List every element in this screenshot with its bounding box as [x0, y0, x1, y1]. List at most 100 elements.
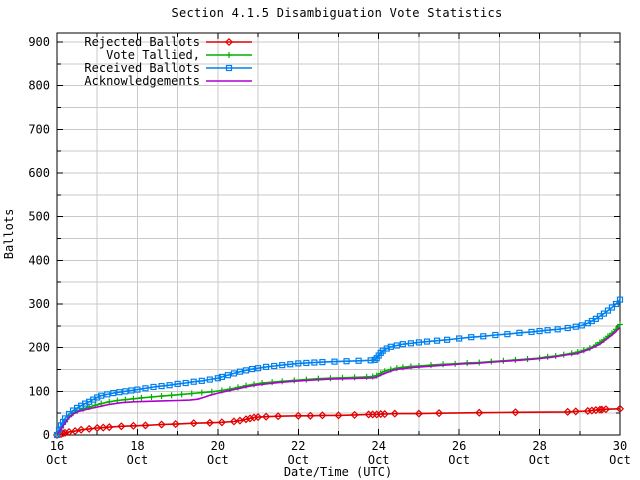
- axes: 16Oct18Oct20Oct22Oct24Oct26Oct28Oct30Oct…: [28, 32, 631, 467]
- square-marker: [122, 388, 129, 395]
- square-marker: [468, 334, 475, 341]
- diamond-marker: [117, 422, 126, 431]
- square-marker: [544, 327, 551, 334]
- diamond-marker: [294, 411, 303, 420]
- diamond-marker: [129, 421, 138, 430]
- x-tick-month-label: Oct: [609, 453, 631, 467]
- diamond-marker: [595, 405, 604, 414]
- square-marker: [242, 367, 250, 374]
- x-tick-label: 18: [130, 439, 144, 453]
- diamond-marker: [511, 408, 520, 417]
- diamond-marker: [71, 427, 80, 436]
- legend-label: Rejected Ballots: [84, 35, 200, 49]
- square-marker: [528, 328, 535, 336]
- square-marker: [367, 357, 374, 364]
- diamond-marker: [245, 414, 255, 423]
- grid: [57, 33, 620, 435]
- y-tick-label: 300: [28, 297, 50, 311]
- square-marker: [279, 362, 286, 369]
- series-rejected-ballots: [52, 404, 625, 440]
- diamond-marker: [85, 424, 94, 433]
- square-marker: [134, 386, 141, 393]
- square-marker: [158, 382, 165, 390]
- y-tick-label: 500: [28, 210, 50, 224]
- diamond-marker: [571, 407, 580, 416]
- series-rejected-ballots-line: [56, 408, 621, 436]
- diamond-marker: [601, 405, 610, 414]
- diamond-marker: [380, 409, 389, 419]
- square-marker: [572, 323, 579, 330]
- y-tick-label: 600: [28, 166, 50, 180]
- diamond-marker: [318, 411, 327, 420]
- square-marker: [480, 333, 487, 340]
- series: [52, 296, 625, 440]
- y-tick-label: 800: [28, 79, 50, 93]
- legend-label: Received Ballots: [84, 61, 200, 75]
- square-marker: [271, 362, 278, 370]
- square-marker: [608, 304, 616, 311]
- series-received-ballots: [53, 296, 624, 439]
- square-marker: [82, 400, 89, 407]
- x-tick-month-label: Oct: [287, 453, 309, 467]
- x-tick-label: 24: [371, 439, 385, 453]
- diamond-marker: [475, 408, 484, 417]
- x-tick-label: 20: [211, 439, 225, 453]
- diamond-marker: [99, 423, 108, 432]
- square-marker: [110, 389, 117, 397]
- diamond-marker: [93, 423, 102, 433]
- square-marker: [230, 370, 238, 377]
- square-marker: [182, 379, 189, 387]
- y-tick-label: 0: [43, 428, 50, 442]
- x-tick-month-label: Oct: [46, 453, 68, 467]
- square-marker: [116, 389, 123, 396]
- square-marker: [236, 368, 244, 375]
- legend-label: Acknowledgements: [84, 74, 200, 88]
- square-marker: [104, 391, 111, 398]
- square-marker: [415, 339, 423, 346]
- diamond-marker: [77, 425, 86, 434]
- y-tick-label: 400: [28, 253, 50, 267]
- y-tick-label: 900: [28, 35, 50, 49]
- square-marker: [94, 394, 101, 401]
- square-marker: [399, 341, 406, 348]
- x-tick-label: 26: [452, 439, 466, 453]
- square-marker: [443, 336, 451, 343]
- diamond-marker: [615, 404, 625, 413]
- square-marker: [564, 324, 571, 332]
- series-acknowledgements-line: [56, 326, 621, 436]
- square-marker: [433, 337, 441, 344]
- x-tick-label: 22: [291, 439, 305, 453]
- square-marker: [331, 358, 338, 365]
- square-marker: [343, 358, 350, 365]
- square-marker: [554, 326, 561, 333]
- chart-title: Section 4.1.5 Disambiguation Vote Statis…: [171, 6, 502, 20]
- square-marker: [504, 331, 511, 338]
- square-marker: [423, 338, 431, 345]
- diamond-marker: [306, 411, 315, 420]
- x-tick-label: 16: [50, 439, 64, 453]
- diamond-marker: [189, 419, 198, 428]
- square-marker: [287, 361, 294, 368]
- square-marker: [218, 373, 225, 381]
- x-tick-label: 30: [613, 439, 627, 453]
- diamond-marker: [262, 412, 271, 421]
- x-tick-label: 28: [532, 439, 546, 453]
- square-marker: [98, 392, 105, 399]
- diamond-marker: [334, 411, 343, 420]
- square-marker: [225, 64, 233, 72]
- square-marker: [128, 387, 135, 394]
- diamond-marker: [563, 407, 572, 416]
- x-tick-month-label: Oct: [127, 453, 149, 467]
- square-marker: [295, 360, 302, 367]
- square-marker: [536, 327, 543, 335]
- diamond-marker: [224, 37, 234, 47]
- square-marker: [578, 322, 585, 329]
- x-tick-month-label: Oct: [207, 453, 229, 467]
- square-marker: [224, 372, 232, 379]
- diamond-marker: [254, 413, 263, 422]
- square-marker: [516, 329, 523, 336]
- diamond-marker: [65, 427, 74, 436]
- diamond-marker: [434, 409, 444, 418]
- square-marker: [456, 335, 463, 342]
